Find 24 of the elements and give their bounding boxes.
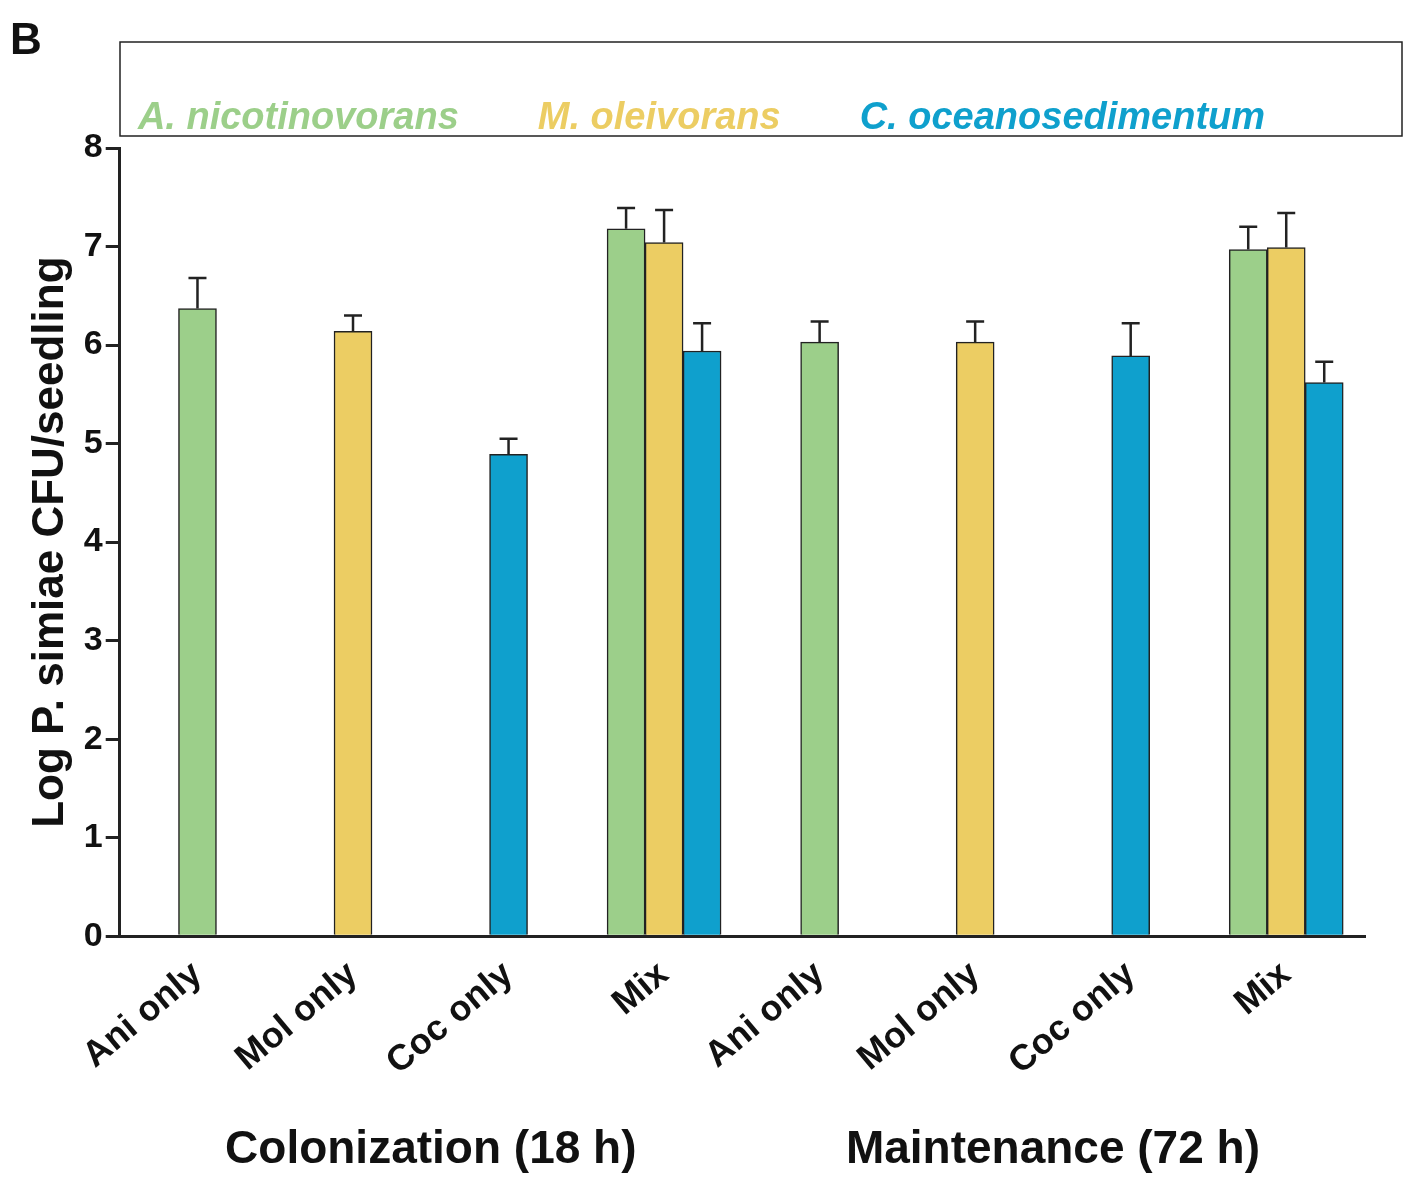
- y-tick-label: 8: [83, 126, 103, 165]
- y-tick-label: 4: [83, 520, 103, 559]
- y-tick-label: 3: [83, 619, 103, 657]
- y-tick-label: 6: [83, 323, 103, 362]
- text: M. oleivorans: [537, 95, 781, 138]
- text: Colonization (18 h): [225, 1120, 637, 1173]
- y-tick-label: 0: [83, 914, 103, 953]
- x-tick-label: Mol only: [226, 952, 365, 1078]
- text: Maintenance (72 h): [845, 1120, 1260, 1173]
- text: B: [10, 14, 42, 64]
- y-tick-label: 7: [83, 224, 103, 263]
- y-tick-label: 2: [83, 717, 103, 756]
- text: A. nicotinovorans: [136, 95, 459, 138]
- y-tick-label: 1: [83, 816, 103, 855]
- x-tick-label: Ani only: [73, 952, 209, 1075]
- x-tick-label: Mix: [1225, 952, 1298, 1023]
- x-tick-label: Coc only: [377, 952, 521, 1082]
- x-tick-label: Mol only: [848, 952, 987, 1078]
- x-tick-label: Mix: [603, 952, 676, 1023]
- text: C. oceanosedimentum: [859, 95, 1266, 138]
- x-tick-label: Coc only: [999, 952, 1143, 1082]
- x-tick-label: Ani only: [696, 952, 832, 1075]
- y-axis-title: Log P. simiae CFU/seedling: [22, 256, 72, 828]
- y-tick-label: 5: [83, 421, 103, 460]
